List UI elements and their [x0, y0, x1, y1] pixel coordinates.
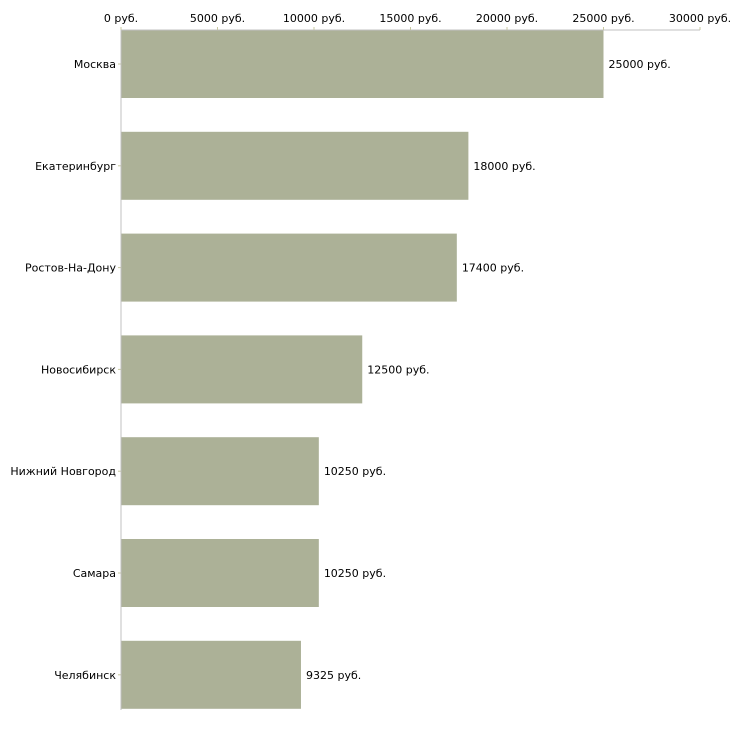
x-tick-label: 15000 руб. — [379, 12, 441, 25]
data-label: 12500 руб. — [367, 363, 429, 376]
x-tick-label: 5000 руб. — [190, 12, 245, 25]
x-tick-label: 10000 руб. — [283, 12, 345, 25]
data-label: 18000 руб. — [473, 160, 535, 173]
category-label: Екатеринбург — [35, 160, 116, 173]
x-tick-label: 20000 руб. — [476, 12, 538, 25]
bar — [121, 30, 604, 98]
bar — [121, 131, 469, 200]
category-label: Самара — [73, 567, 116, 580]
data-label: 9325 руб. — [306, 669, 361, 682]
data-label: 10250 руб. — [324, 465, 386, 478]
bar — [121, 640, 301, 709]
data-label: 10250 руб. — [324, 567, 386, 580]
category-label: Новосибирск — [41, 363, 116, 376]
bar — [121, 233, 457, 302]
data-label: 25000 руб. — [609, 58, 671, 71]
x-tick-label: 30000 руб. — [669, 12, 730, 25]
category-label: Москва — [74, 58, 116, 71]
category-label: Нижний Новгород — [10, 465, 116, 478]
category-label: Челябинск — [54, 669, 116, 682]
bar — [121, 539, 319, 607]
bar — [121, 335, 363, 404]
x-tick-label: 0 руб. — [104, 12, 138, 25]
bar — [121, 437, 319, 506]
x-tick-label: 25000 руб. — [572, 12, 634, 25]
category-label: Ростов-На-Дону — [25, 262, 116, 275]
data-label: 17400 руб. — [462, 262, 524, 275]
